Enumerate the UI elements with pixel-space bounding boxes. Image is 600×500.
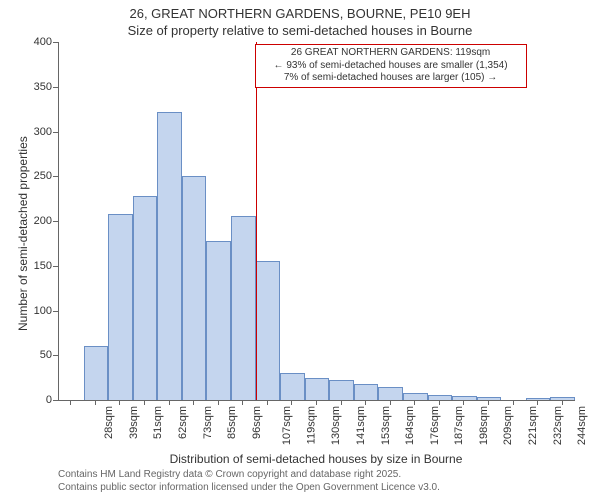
- x-tick-mark: [537, 400, 538, 405]
- histogram-bar: [157, 112, 182, 400]
- x-tick-mark: [267, 400, 268, 405]
- histogram-bar: [550, 397, 575, 400]
- y-tick-label: 300: [0, 126, 52, 138]
- x-tick-mark: [414, 400, 415, 405]
- histogram-bar: [378, 387, 403, 400]
- y-tick-mark: [53, 176, 58, 177]
- x-tick-mark: [488, 400, 489, 405]
- annotation-line-2: ← 93% of semi-detached houses are smalle…: [260, 60, 522, 73]
- annotation-line-3: 7% of semi-detached houses are larger (1…: [260, 72, 522, 85]
- x-tick-label: 153sqm: [380, 406, 392, 445]
- x-tick-label: 39sqm: [128, 406, 140, 439]
- x-tick-label: 96sqm: [251, 406, 263, 439]
- y-tick-mark: [53, 42, 58, 43]
- y-tick-mark: [53, 400, 58, 401]
- x-tick-label: 244sqm: [576, 406, 588, 445]
- y-tick-label: 100: [0, 305, 52, 317]
- x-tick-label: 221sqm: [527, 406, 539, 445]
- x-tick-label: 232sqm: [552, 406, 564, 445]
- footer-text: Contains HM Land Registry data © Crown c…: [58, 468, 440, 494]
- x-tick-mark: [218, 400, 219, 405]
- x-tick-mark: [562, 400, 563, 405]
- x-tick-label: 164sqm: [404, 406, 416, 445]
- x-tick-label: 107sqm: [281, 406, 293, 445]
- annotation-line-1: 26 GREAT NORTHERN GARDENS: 119sqm: [260, 47, 522, 60]
- y-tick-mark: [53, 266, 58, 267]
- x-tick-label: 73sqm: [202, 406, 214, 439]
- title-line1: 26, GREAT NORTHERN GARDENS, BOURNE, PE10…: [0, 6, 600, 23]
- x-tick-label: 141sqm: [355, 406, 367, 445]
- plot-area: [58, 42, 575, 401]
- x-tick-mark: [463, 400, 464, 405]
- histogram-bar: [428, 395, 453, 400]
- y-tick-mark: [53, 355, 58, 356]
- annotation-box: 26 GREAT NORTHERN GARDENS: 119sqm ← 93% …: [255, 44, 527, 88]
- x-tick-label: 28sqm: [103, 406, 115, 439]
- x-tick-mark: [439, 400, 440, 405]
- y-tick-label: 250: [0, 170, 52, 182]
- x-tick-mark: [291, 400, 292, 405]
- x-tick-mark: [365, 400, 366, 405]
- y-tick-label: 150: [0, 260, 52, 272]
- y-tick-mark: [53, 311, 58, 312]
- y-tick-label: 200: [0, 215, 52, 227]
- marker-line: [256, 42, 257, 400]
- x-tick-label: 209sqm: [503, 406, 515, 445]
- histogram-bar: [452, 396, 477, 400]
- histogram-bar: [206, 241, 231, 400]
- x-tick-mark: [513, 400, 514, 405]
- histogram-bar: [182, 176, 207, 400]
- x-tick-label: 119sqm: [305, 406, 317, 444]
- y-tick-label: 50: [0, 349, 52, 361]
- histogram-bar: [305, 378, 330, 400]
- y-tick-mark: [53, 221, 58, 222]
- y-tick-label: 400: [0, 36, 52, 48]
- x-tick-mark: [390, 400, 391, 405]
- x-tick-label: 198sqm: [478, 406, 490, 445]
- y-axis-label: Number of semi-detached properties: [16, 136, 30, 331]
- chart-container: 26, GREAT NORTHERN GARDENS, BOURNE, PE10…: [0, 0, 600, 500]
- histogram-bar: [256, 261, 281, 400]
- x-tick-mark: [144, 400, 145, 405]
- x-tick-mark: [341, 400, 342, 405]
- footer-line-2: Contains public sector information licen…: [58, 481, 440, 494]
- y-tick-mark: [53, 87, 58, 88]
- x-tick-mark: [70, 400, 71, 405]
- title-line2: Size of property relative to semi-detach…: [0, 23, 600, 40]
- x-tick-label: 62sqm: [177, 406, 189, 439]
- x-tick-label: 130sqm: [331, 406, 343, 445]
- x-tick-label: 176sqm: [429, 406, 441, 445]
- x-tick-label: 187sqm: [453, 406, 465, 445]
- y-tick-mark: [53, 132, 58, 133]
- footer-line-1: Contains HM Land Registry data © Crown c…: [58, 468, 440, 481]
- histogram-bar: [84, 346, 109, 400]
- histogram-bar: [108, 214, 133, 400]
- histogram-bar: [280, 373, 305, 400]
- title-block: 26, GREAT NORTHERN GARDENS, BOURNE, PE10…: [0, 0, 600, 40]
- x-tick-label: 51sqm: [152, 406, 164, 439]
- x-tick-mark: [316, 400, 317, 405]
- x-tick-mark: [193, 400, 194, 405]
- x-tick-mark: [242, 400, 243, 405]
- histogram-bar: [329, 380, 354, 400]
- histogram-bar: [231, 216, 256, 400]
- x-axis-label: Distribution of semi-detached houses by …: [58, 452, 574, 466]
- y-tick-label: 0: [0, 394, 52, 406]
- histogram-bar: [403, 393, 428, 400]
- histogram-bar: [133, 196, 158, 400]
- y-tick-label: 350: [0, 81, 52, 93]
- x-tick-mark: [119, 400, 120, 405]
- histogram-bar: [354, 384, 379, 400]
- x-tick-mark: [169, 400, 170, 405]
- x-tick-mark: [95, 400, 96, 405]
- x-tick-label: 85sqm: [226, 406, 238, 439]
